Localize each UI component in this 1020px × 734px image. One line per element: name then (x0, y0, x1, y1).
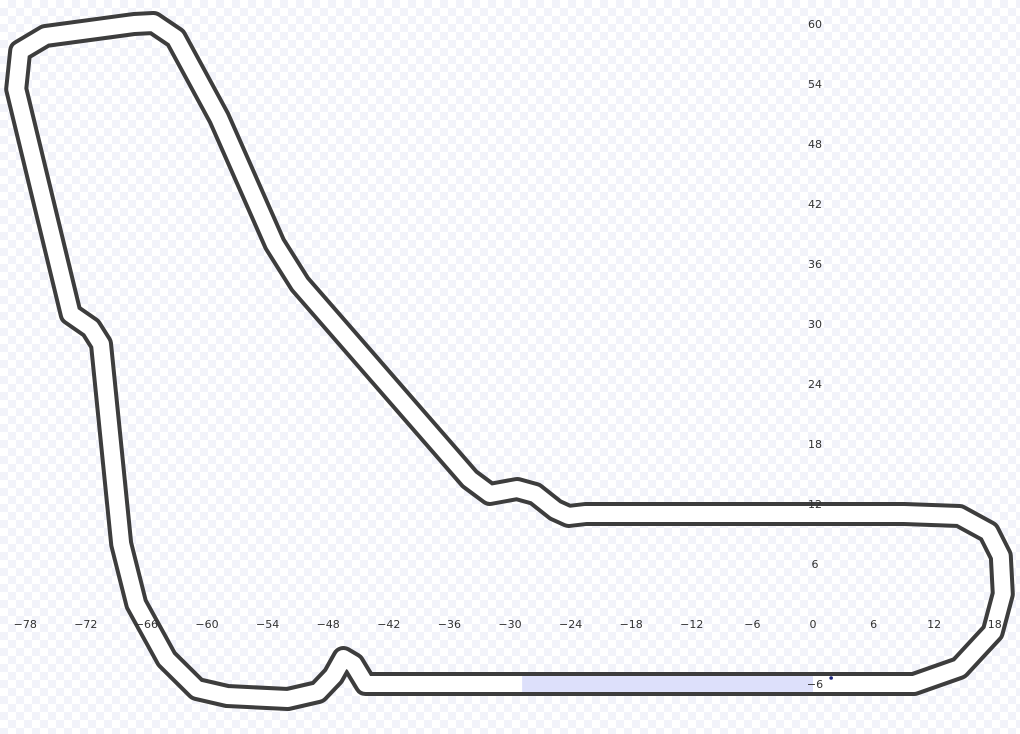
x-axis-ticks: −78 −72 −66 −60 −54 −48 −42 −36 −30 −24 −18 −12 −6 0 6… (14, 618, 1002, 631)
x-tick-label: −54 (256, 618, 279, 631)
x-tick-label: −42 (377, 618, 400, 631)
y-tick-label: 54 (808, 78, 822, 91)
y-tick-label: 12 (808, 498, 822, 511)
y-tick-label: 42 (808, 198, 822, 211)
x-tick-label: −48 (317, 618, 340, 631)
y-tick-label: 18 (808, 438, 822, 451)
x-tick-label: 18 (988, 618, 1002, 631)
x-tick-label: −60 (195, 618, 218, 631)
y-tick-label: 48 (808, 138, 822, 151)
x-tick-label: −78 (14, 618, 37, 631)
track-surface (8, 15, 1011, 707)
x-tick-label: −36 (438, 618, 461, 631)
y-tick-label: −6 (807, 678, 823, 691)
track-layer (4, 11, 1015, 711)
track-outline (4, 11, 1015, 711)
y-tick-label: 36 (808, 258, 822, 271)
y-tick-label: 60 (808, 18, 822, 31)
x-tick-label: −12 (680, 618, 703, 631)
x-tick-label: −24 (559, 618, 582, 631)
x-tick-label: −18 (620, 618, 643, 631)
x-tick-label: 6 (870, 618, 877, 631)
y-axis-ticks: 60 54 48 42 36 30 24 18 12 6 −6 (807, 18, 823, 691)
y-tick-label: 30 (808, 318, 822, 331)
x-tick-label: −72 (74, 618, 97, 631)
x-tick-label: 12 (927, 618, 941, 631)
x-tick-label: −66 (135, 618, 158, 631)
x-tick-label: −6 (744, 618, 760, 631)
points-layer (829, 676, 833, 680)
y-tick-label: 24 (808, 378, 822, 391)
car-position-point (829, 676, 833, 680)
x-tick-label: −30 (498, 618, 521, 631)
y-tick-label: 6 (811, 558, 818, 571)
x-tick-label: 0 (809, 618, 816, 631)
